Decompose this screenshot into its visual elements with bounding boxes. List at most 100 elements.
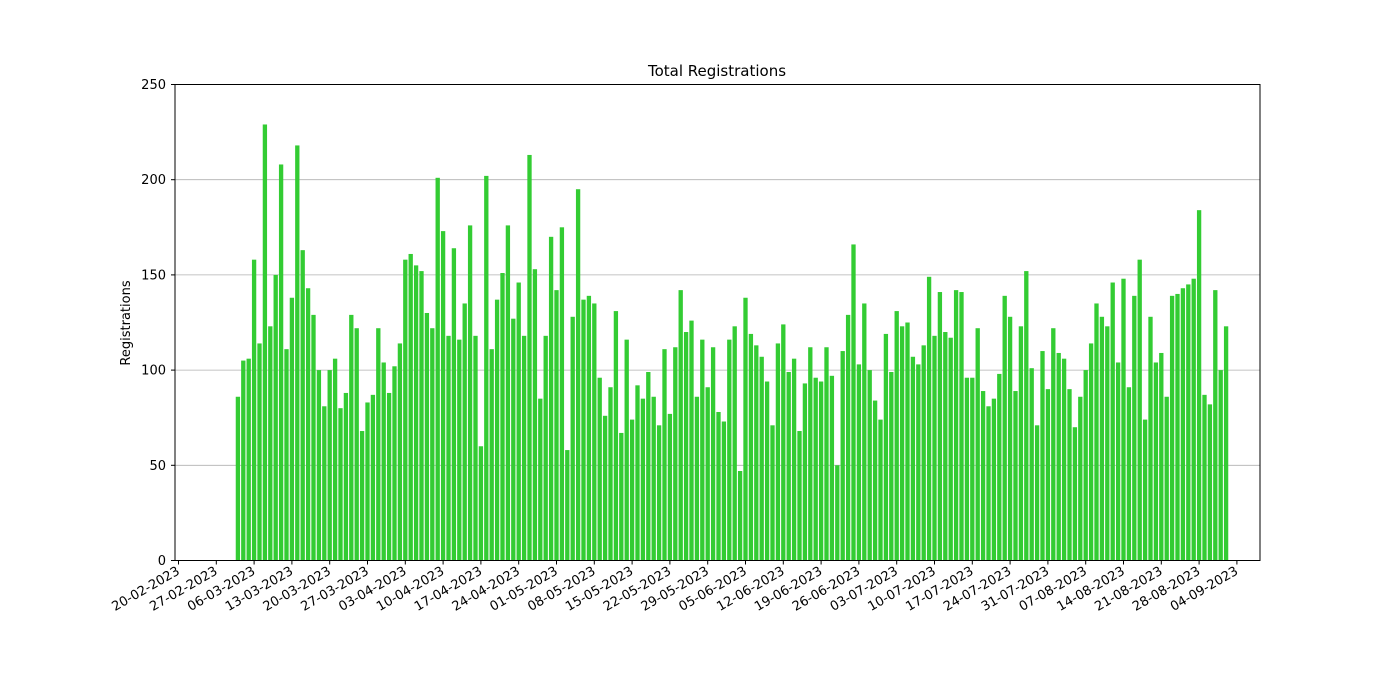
- bar: [365, 402, 370, 561]
- bar: [727, 339, 732, 561]
- bar: [948, 337, 953, 561]
- bar: [392, 366, 397, 561]
- bar: [262, 124, 268, 561]
- bar: [991, 398, 997, 561]
- bar: [986, 406, 991, 561]
- bar: [791, 358, 797, 561]
- bar: [430, 328, 435, 561]
- bar: [700, 339, 705, 561]
- bar: [959, 292, 964, 561]
- bar: [910, 356, 916, 561]
- bar: [743, 297, 748, 561]
- bar: [705, 387, 710, 561]
- bar: [1126, 387, 1132, 561]
- bar: [354, 328, 359, 561]
- y-tick-label: 150: [141, 268, 166, 283]
- bar: [667, 413, 673, 561]
- bar: [1142, 419, 1148, 561]
- bar: [424, 312, 430, 561]
- bar: [953, 290, 959, 561]
- y-tick-label: 250: [141, 78, 166, 93]
- bar: [413, 265, 419, 561]
- bar: [640, 398, 646, 561]
- bar: [1061, 358, 1067, 561]
- bar: [737, 471, 743, 561]
- bar: [781, 324, 786, 561]
- bar: [732, 326, 737, 561]
- bar: [797, 431, 802, 561]
- bar: [451, 248, 457, 561]
- bar: [1088, 343, 1094, 561]
- bar: [597, 377, 602, 561]
- bar: [478, 446, 484, 561]
- bar: [300, 250, 305, 561]
- bar: [894, 311, 899, 561]
- bar: [619, 432, 624, 561]
- bar: [1115, 362, 1121, 561]
- bar: [554, 290, 559, 561]
- bar: [1223, 326, 1229, 561]
- y-tick-label: 50: [149, 459, 166, 474]
- bar: [332, 358, 338, 561]
- bar: [651, 396, 656, 561]
- bar: [710, 347, 716, 561]
- bar: [1175, 293, 1180, 561]
- bar: [775, 343, 781, 561]
- bar: [1007, 316, 1013, 561]
- bar: [1180, 288, 1186, 561]
- bar: [570, 316, 575, 561]
- bar: [921, 345, 926, 561]
- bar: [1029, 368, 1034, 561]
- bar: [235, 396, 241, 561]
- bar: [322, 406, 327, 561]
- bar: [1218, 370, 1223, 561]
- bar: [748, 333, 754, 561]
- bar: [386, 392, 392, 561]
- bar: [916, 364, 921, 561]
- bar: [813, 377, 818, 561]
- bar: [473, 335, 478, 561]
- y-tick-label: 100: [141, 364, 166, 379]
- bar: [376, 328, 381, 561]
- bar: [489, 349, 494, 561]
- bar: [840, 351, 845, 561]
- bar: [1078, 396, 1083, 561]
- bar: [1186, 284, 1191, 561]
- bar: [980, 391, 986, 561]
- bar: [295, 145, 300, 561]
- bar: [500, 273, 505, 561]
- bar: [543, 335, 548, 561]
- bar: [1067, 389, 1072, 561]
- bar: [808, 347, 813, 561]
- bar: [592, 303, 597, 561]
- bar: [419, 271, 424, 561]
- y-axis-label: Registrations: [119, 280, 134, 365]
- bar: [327, 370, 332, 561]
- bar: [1207, 404, 1213, 561]
- bar: [586, 295, 592, 561]
- bar: [1051, 328, 1056, 561]
- bar: [656, 425, 662, 561]
- bar: [1056, 352, 1061, 561]
- bar: [754, 345, 759, 561]
- bar: [1072, 427, 1078, 561]
- bar: [997, 373, 1002, 561]
- bar: [278, 164, 284, 561]
- bar: [646, 372, 651, 561]
- bar: [818, 381, 824, 561]
- bar: [1045, 389, 1051, 561]
- bar: [505, 225, 511, 561]
- bar: [883, 333, 889, 561]
- bar: [349, 314, 354, 561]
- bar: [359, 431, 365, 561]
- bar: [862, 303, 867, 561]
- bar: [899, 326, 905, 561]
- bar: [872, 400, 878, 561]
- bar: [1094, 303, 1099, 561]
- bar: [446, 335, 451, 561]
- bar: [689, 320, 694, 561]
- bar: [527, 154, 532, 561]
- bar: [343, 392, 349, 561]
- bar: [970, 377, 975, 561]
- bar: [1002, 295, 1007, 561]
